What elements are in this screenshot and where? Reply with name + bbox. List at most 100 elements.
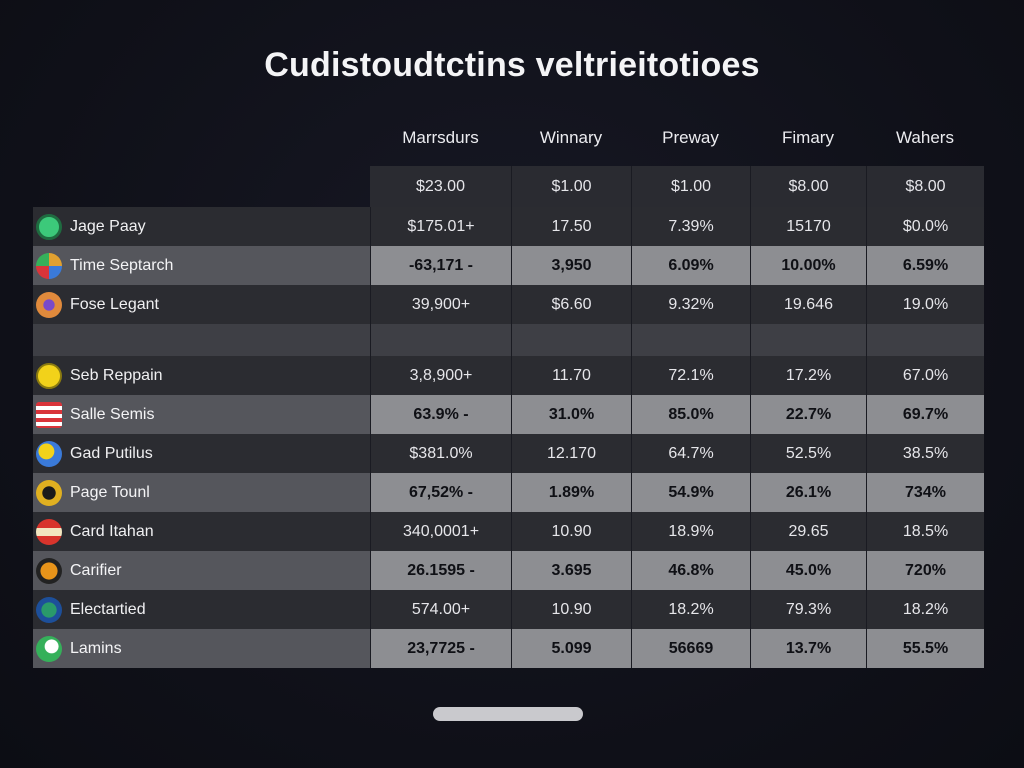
table-row[interactable]: Fose Legant 39,900+ $6.60 9.32% 19.646 1… xyxy=(33,285,984,324)
baseline-cell: $23.00 xyxy=(416,177,465,195)
table-cell: 46.8% xyxy=(631,551,750,590)
horizontal-scrollbar[interactable] xyxy=(433,707,583,721)
table-cell: $0.0% xyxy=(866,207,984,246)
team-name: Page Tounl xyxy=(70,483,150,501)
table-row[interactable]: Time Septarch -63,171 - 3,950 6.09% 10.0… xyxy=(33,246,984,285)
table-row[interactable]: Electartied 574.00+ 10.90 18.2% 79.3% 18… xyxy=(33,590,984,629)
table-cell: $175.01+ xyxy=(370,207,511,246)
table-row[interactable]: Jage Paay $175.01+ 17.50 7.39% 15170 $0.… xyxy=(33,207,984,246)
table-cell: 18.9% xyxy=(631,512,750,551)
table-cell: 38.5% xyxy=(866,434,984,473)
table-cell: 39,900+ xyxy=(370,285,511,324)
table-cell: 574.00+ xyxy=(370,590,511,629)
empty-cell xyxy=(631,324,750,356)
team-name: Lamins xyxy=(70,639,122,657)
table-row[interactable]: Carifier 26.1595 - 3.695 46.8% 45.0% 720… xyxy=(33,551,984,590)
table-cell: 11.70 xyxy=(511,356,631,395)
column-headers: Marrsdurs Winnary Preway Fimary Wahers xyxy=(370,126,984,150)
table-cell: 45.0% xyxy=(750,551,866,590)
table-row[interactable]: Seb Reppain 3,8,900+ 11.70 72.1% 17.2% 6… xyxy=(33,356,984,395)
table-cell: 720% xyxy=(866,551,984,590)
table-cell: 10.90 xyxy=(511,590,631,629)
table-cell: 31.0% xyxy=(511,395,631,434)
team-name: Salle Semis xyxy=(70,405,155,423)
table-cell: 3.695 xyxy=(511,551,631,590)
baseline-row: $23.00 $1.00 $1.00 $8.00 $8.00 xyxy=(370,166,984,207)
table-row[interactable]: Salle Semis 63.9% - 31.0% 85.0% 22.7% 69… xyxy=(33,395,984,434)
table-row[interactable]: Page Tounl 67,52% - 1.89% 54.9% 26.1% 73… xyxy=(33,473,984,512)
table-cell: 18.2% xyxy=(631,590,750,629)
table-cell: 26.1595 - xyxy=(370,551,511,590)
table-cell: 5.099 xyxy=(511,629,631,668)
table-cell: 52.5% xyxy=(750,434,866,473)
table-cell: 17.50 xyxy=(511,207,631,246)
column-header-2[interactable]: Winnary xyxy=(539,128,603,147)
table-cell: 72.1% xyxy=(631,356,750,395)
orange-shield-logo-icon xyxy=(36,557,62,584)
baseline-cell: $1.00 xyxy=(511,166,631,207)
team-name: Electartied xyxy=(70,600,146,618)
table-row[interactable]: Lamins 23,7725 - 5.099 56669 13.7% 55.5% xyxy=(33,629,984,668)
page-title: Cudistoudtctins veltrieitotioes xyxy=(264,46,760,84)
table-cell: 67,52% - xyxy=(370,473,511,512)
table-cell: 19.0% xyxy=(866,285,984,324)
column-header-3[interactable]: Preway xyxy=(662,128,719,147)
table-cell: 26.1% xyxy=(750,473,866,512)
table-cell: 3,950 xyxy=(511,246,631,285)
table-cell: $381.0% xyxy=(370,434,511,473)
table-cell: 17.2% xyxy=(750,356,866,395)
team-name-cell: Electartied xyxy=(33,590,370,629)
empty-cell xyxy=(866,324,984,356)
table-cell: $6.60 xyxy=(511,285,631,324)
team-name-cell: Time Septarch xyxy=(33,246,370,285)
flag-logo-icon xyxy=(36,401,62,428)
table-cell: 79.3% xyxy=(750,590,866,629)
column-header-5[interactable]: Wahers xyxy=(896,128,954,147)
team-name: Fose Legant xyxy=(70,295,159,313)
empty-cell xyxy=(370,324,511,356)
team-name: Gad Putilus xyxy=(70,444,153,462)
table-cell: 12.170 xyxy=(511,434,631,473)
table-cell: 67.0% xyxy=(866,356,984,395)
team-name-cell: Seb Reppain xyxy=(33,356,370,395)
table-cell: -63,171 - xyxy=(370,246,511,285)
table-cell: 1.89% xyxy=(511,473,631,512)
team-name-cell: Carifier xyxy=(33,551,370,590)
team-name-cell: Card Itahan xyxy=(33,512,370,551)
red-banner-logo-icon xyxy=(36,518,62,545)
table-cell: 69.7% xyxy=(866,395,984,434)
team-name: Card Itahan xyxy=(70,522,154,540)
table-cell: 7.39% xyxy=(631,207,750,246)
table-cell: 19.646 xyxy=(750,285,866,324)
team-name: Seb Reppain xyxy=(70,366,163,384)
baseline-cell: $8.00 xyxy=(866,166,984,207)
table-cell: 10.00% xyxy=(750,246,866,285)
black-gold-logo-icon xyxy=(36,479,62,506)
table-cell: 15170 xyxy=(750,207,866,246)
table-cell: 18.2% xyxy=(866,590,984,629)
team-name: Time Septarch xyxy=(70,256,174,274)
table-cell: 29.65 xyxy=(750,512,866,551)
table-cell: 56669 xyxy=(631,629,750,668)
baseline-cell: $1.00 xyxy=(631,166,750,207)
empty-cell xyxy=(33,324,370,356)
team-name-cell: Salle Semis xyxy=(33,395,370,434)
empty-row xyxy=(33,324,984,356)
column-header-4[interactable]: Fimary xyxy=(782,128,834,147)
table-cell: 63.9% - xyxy=(370,395,511,434)
multicolor-crest-logo-icon xyxy=(36,252,62,279)
table-cell: 55.5% xyxy=(866,629,984,668)
green-blue-crest-logo-icon xyxy=(36,596,62,623)
empty-cell xyxy=(750,324,866,356)
table-cell: 64.7% xyxy=(631,434,750,473)
yellow-circle-logo-icon xyxy=(36,362,62,389)
green-circle-logo-icon xyxy=(36,213,62,240)
team-name-cell: Fose Legant xyxy=(33,285,370,324)
table-cell: 18.5% xyxy=(866,512,984,551)
table-cell: 9.32% xyxy=(631,285,750,324)
table-row[interactable]: Gad Putilus $381.0% 12.170 64.7% 52.5% 3… xyxy=(33,434,984,473)
table-cell: 3,8,900+ xyxy=(370,356,511,395)
column-header-1[interactable]: Marrsdurs xyxy=(402,128,479,147)
table-row[interactable]: Card Itahan 340,0001+ 10.90 18.9% 29.65 … xyxy=(33,512,984,551)
